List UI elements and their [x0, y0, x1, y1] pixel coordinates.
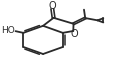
Text: O: O — [49, 1, 56, 11]
Text: O: O — [70, 29, 78, 39]
Text: HO: HO — [1, 26, 14, 35]
